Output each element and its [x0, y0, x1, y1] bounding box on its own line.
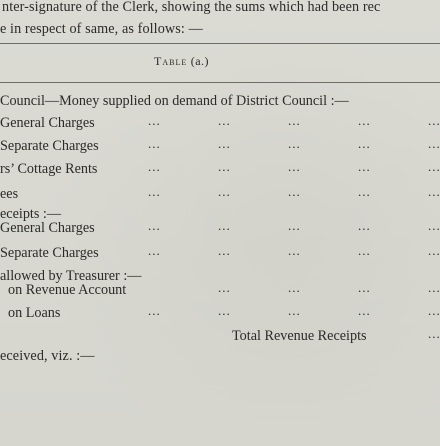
row-leader-dots: ...: [358, 280, 371, 295]
table-row: allowed by Treasurer :—: [0, 268, 440, 286]
row-leader-dots: ...: [288, 243, 301, 258]
row-label: on Revenue Account: [8, 282, 127, 298]
row-leader-dots: ...: [428, 136, 440, 151]
total-label: Total Revenue Receipts: [232, 328, 367, 344]
row-leader-dots: ...: [218, 113, 231, 128]
row-leader-dots: ...: [288, 218, 301, 233]
row-leader-dots: ...: [428, 243, 440, 258]
table-row: General Charges ... ... ... ... ...: [0, 113, 440, 133]
header-line-1: nter-signature of the Clerk, showing the…: [2, 0, 381, 15]
row-leader-dots: ...: [428, 280, 440, 295]
table-top-rule: [0, 43, 440, 44]
total-row: Total Revenue Receipts ...: [0, 326, 440, 346]
row-leader-dots: ...: [148, 303, 161, 318]
row-label: Separate Charges: [0, 245, 99, 261]
row-leader-dots: ...: [218, 136, 231, 151]
row-label: on Loans: [8, 305, 61, 321]
row-leader-dots: ...: [288, 113, 301, 128]
row-leader-dots: ...: [148, 243, 161, 258]
row-leader-dots: ...: [288, 303, 301, 318]
table-row: eceipts :—: [0, 206, 440, 224]
row-leader-dots: ...: [358, 136, 371, 151]
row-leader-dots: ...: [218, 159, 231, 174]
row-leader-dots: ...: [148, 136, 161, 151]
footer-line: eceived, viz. :—: [0, 348, 95, 364]
bleed-through-text: [299, 59, 430, 96]
table-header-rule: [0, 82, 440, 83]
row-label: eceipts :—: [0, 206, 62, 222]
table-row: General Charges ... ... ... ... ...: [0, 218, 440, 238]
row-label: ees: [0, 186, 19, 202]
row-label: General Charges: [0, 115, 95, 131]
row-leader-dots: ...: [218, 184, 231, 199]
row-leader-dots: ...: [358, 159, 371, 174]
row-leader-dots: ...: [428, 303, 440, 318]
table-row: Separate Charges ... ... ... ... ...: [0, 136, 440, 156]
table-row: rs’ Cottage Rents ... ... ... ... ...: [0, 159, 440, 179]
table-row: on Loans ... ... ... ... ...: [0, 303, 440, 323]
row-leader-dots: ...: [428, 113, 440, 128]
row-leader-dots: ...: [358, 303, 371, 318]
row-leader-dots: ...: [288, 280, 301, 295]
row-leader-dots: ...: [218, 218, 231, 233]
row-leader-dots: ...: [218, 243, 231, 258]
total-leader-dots: ...: [428, 326, 440, 341]
row-leader-dots: ...: [218, 280, 231, 295]
header-line-2: e in respect of same, as follows: —: [0, 21, 203, 37]
row-leader-dots: ...: [288, 184, 301, 199]
row-label: Separate Charges: [0, 138, 99, 154]
table-row: on Revenue Account ... ... ... ...: [0, 280, 440, 300]
row-leader-dots: ...: [148, 159, 161, 174]
table-row: Separate Charges ... ... ... ... ...: [0, 243, 440, 263]
table-caption: Table (a.): [154, 54, 209, 69]
row-leader-dots: ...: [428, 184, 440, 199]
row-leader-dots: ...: [428, 218, 440, 233]
row-leader-dots: ...: [358, 113, 371, 128]
row-leader-dots: ...: [218, 303, 231, 318]
row-label: General Charges: [0, 220, 95, 236]
table-row: Council—Money supplied on demand of Dist…: [0, 93, 440, 111]
row-leader-dots: ...: [148, 218, 161, 233]
table-row: ees ... ... ... ... ...: [0, 184, 440, 204]
row-leader-dots: ...: [288, 159, 301, 174]
row-label: rs’ Cottage Rents: [0, 161, 98, 177]
row-label: Council—Money supplied on demand of Dist…: [0, 93, 349, 109]
table-caption-word: Table: [154, 54, 188, 68]
row-leader-dots: ...: [358, 218, 371, 233]
table-caption-suffix: (a.): [190, 54, 210, 68]
row-leader-dots: ...: [288, 136, 301, 151]
row-leader-dots: ...: [148, 184, 161, 199]
row-leader-dots: ...: [358, 184, 371, 199]
row-label: allowed by Treasurer :—: [0, 268, 142, 284]
row-leader-dots: ...: [358, 243, 371, 258]
row-leader-dots: ...: [148, 113, 161, 128]
row-leader-dots: ...: [428, 159, 440, 174]
